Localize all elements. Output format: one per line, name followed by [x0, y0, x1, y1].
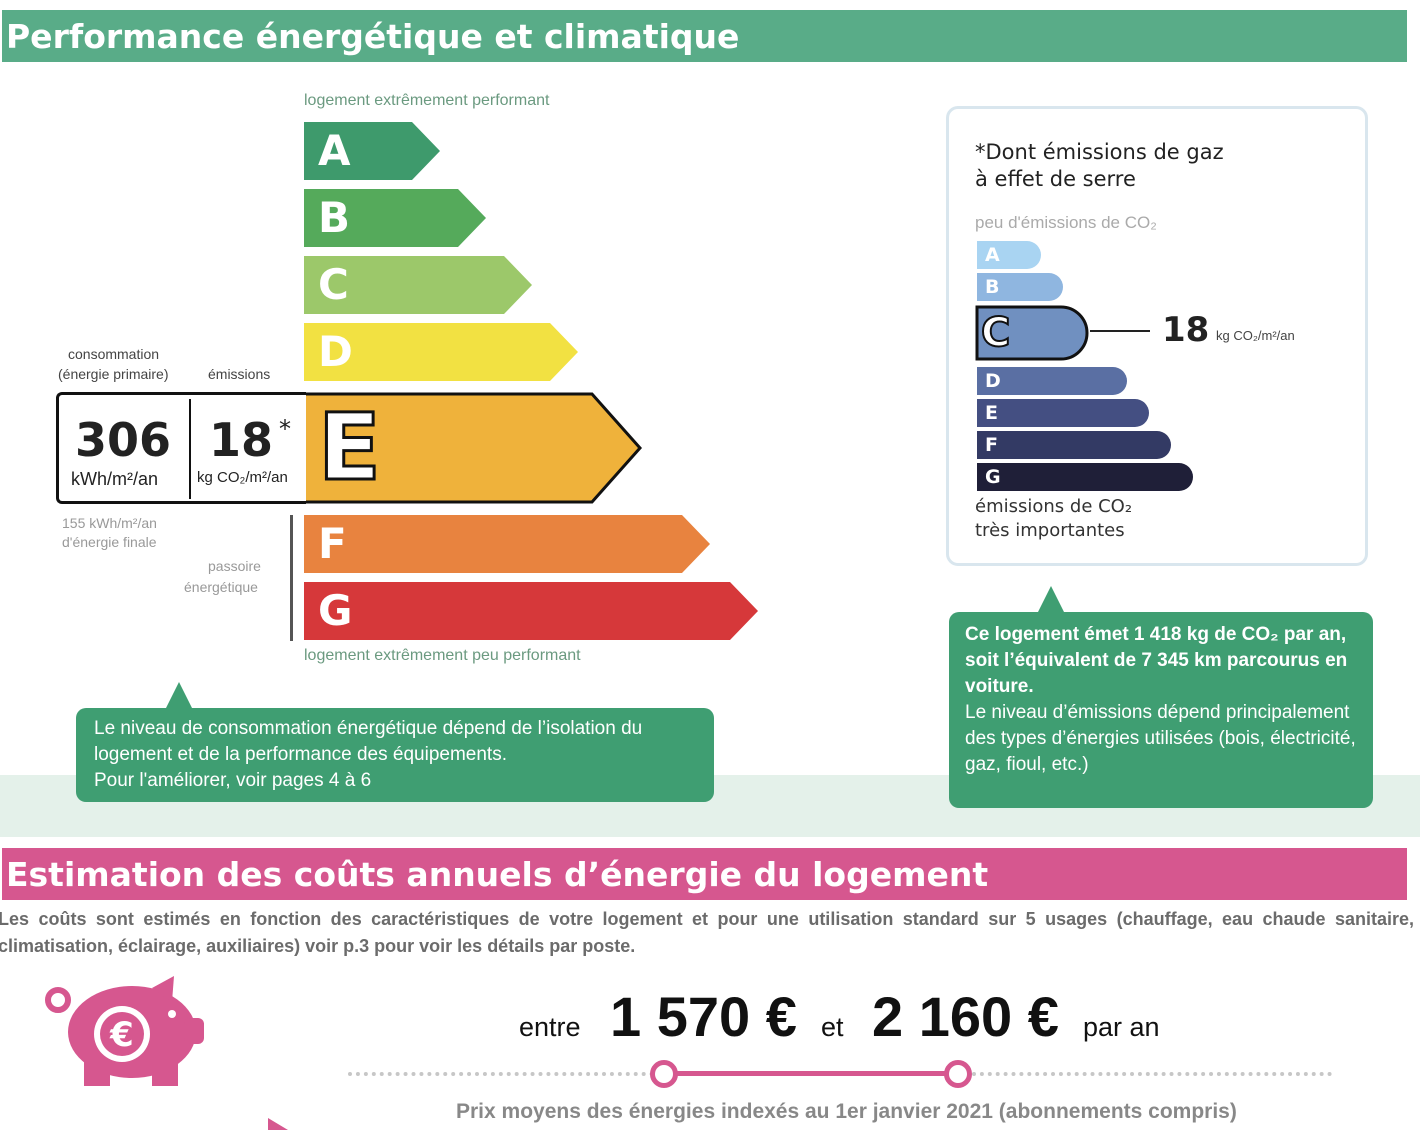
ges-bar-f: F — [977, 431, 1171, 463]
consumption-tooltip-line3: Pour l'améliorer, voir pages 4 à 6 — [94, 770, 372, 791]
consumption-label: consommation — [68, 346, 160, 362]
ges-value-leader-line — [1090, 330, 1150, 332]
dpe-top-caption: logement extrêmement performant — [304, 92, 550, 109]
consumption-tooltip: Le niveau de consommation énergétique dé… — [76, 708, 714, 802]
primary-energy-label: (énergie primaire) — [58, 366, 169, 382]
ges-title-line2: à effet de serre — [975, 167, 1136, 191]
consumption-value: 306 — [75, 413, 172, 467]
ges-bar-b: B — [977, 273, 1063, 305]
dpe-letter-c: C — [318, 260, 349, 309]
svg-text:€: € — [109, 1015, 134, 1055]
ges-bar-d: D — [977, 367, 1127, 399]
ges-bar-c-current: C — [975, 305, 1091, 365]
ges-bar-g: G — [977, 463, 1193, 495]
cost-min-value: 1 570 € — [610, 985, 797, 1048]
final-energy-value: 155 kWh/m²/an — [62, 515, 157, 531]
ges-letter-f: F — [985, 434, 998, 456]
ges-panel: *Dont émissions de gaz à effet de serre … — [946, 106, 1368, 566]
dpe-letter-f: F — [318, 519, 347, 568]
cost-scale-dots-right — [972, 1072, 1332, 1076]
emissions-tooltip-pointer — [1038, 586, 1064, 612]
dpe-letter-d: D — [318, 327, 353, 376]
dpe-bar-b: B — [304, 189, 486, 247]
pink-arrow-icon — [268, 1118, 288, 1130]
dpe-bar-e-current: E — [302, 392, 642, 504]
consumption-tooltip-line2: logement et de la performance des équipe… — [94, 744, 507, 765]
emissions-label: émissions — [208, 366, 271, 382]
final-energy-label: d'énergie finale — [62, 534, 157, 550]
emissions-unit: kg CO₂/m²/an — [197, 469, 288, 486]
ges-letter-d: D — [985, 370, 1001, 392]
dpe-letter-g: G — [318, 586, 353, 635]
cost-between-label: entre — [519, 1012, 581, 1042]
dpe-bar-f: F — [304, 515, 710, 573]
cost-and-label: et — [821, 1012, 844, 1042]
cost-scale-dots-left — [348, 1072, 654, 1076]
emissions-value: 18 — [209, 413, 274, 467]
ges-bar-a: A — [977, 241, 1041, 273]
ges-letter-g: G — [985, 466, 1001, 488]
emissions-tooltip-bold: Ce logement émet 1 418 kg de CO₂ par an,… — [965, 624, 1348, 697]
ges-bottom-line1: émissions de CO₂ — [975, 496, 1133, 517]
dpe-bar-g: G — [304, 582, 758, 640]
prices-note: Prix moyens des énergies indexés au 1er … — [456, 1100, 1237, 1123]
costs-section-title: Estimation des coûts annuels d’énergie d… — [2, 848, 1407, 900]
piggy-bank-euro-icon: € — [44, 976, 208, 1088]
ges-title-line1: *Dont émissions de gaz — [975, 140, 1224, 164]
ges-bottom-caption: émissions de CO₂ très importantes — [975, 495, 1132, 543]
emissions-tooltip-text: Le niveau d’émissions dépend principalem… — [965, 702, 1356, 775]
passoire-label-2: énergétique — [184, 579, 258, 595]
performance-section-title: Performance énergétique et climatique — [2, 10, 1407, 62]
ges-top-caption: peu d'émissions de CO₂ — [975, 213, 1157, 232]
ges-letter-a: A — [985, 244, 1000, 266]
dpe-bar-c: C — [304, 256, 532, 314]
ges-unit: kg CO₂/m²/an — [1216, 328, 1295, 343]
ges-bar-e: E — [977, 399, 1149, 431]
consumption-tooltip-pointer — [166, 682, 192, 708]
costs-description: Les coûts sont estimés en fonction des c… — [0, 909, 1414, 956]
ges-letter-e: E — [985, 402, 998, 424]
cost-per-year-label: par an — [1083, 1012, 1160, 1042]
ges-bottom-line2: très importantes — [975, 520, 1125, 541]
cost-max-marker — [944, 1060, 972, 1088]
passoire-bracket-line — [290, 515, 293, 641]
dpe-letter-a: A — [318, 126, 351, 175]
box-divider — [189, 399, 191, 499]
cost-min-marker — [650, 1060, 678, 1088]
dpe-bar-a: A — [304, 122, 440, 180]
cost-range-line — [664, 1071, 958, 1076]
cost-max-value: 2 160 € — [872, 985, 1059, 1048]
ges-value: 18 — [1162, 310, 1210, 350]
dpe-letter-e: E — [317, 394, 383, 501]
consumption-emissions-box: 306 kWh/m²/an 18 * kg CO₂/m²/an — [56, 392, 306, 504]
dpe-bar-d: D — [304, 323, 578, 381]
ges-letter-b: B — [985, 276, 1000, 298]
passoire-label-1: passoire — [208, 558, 261, 574]
dpe-letter-b: B — [318, 193, 351, 242]
emissions-tooltip: Ce logement émet 1 418 kg de CO₂ par an,… — [949, 612, 1373, 808]
consumption-unit: kWh/m²/an — [71, 469, 159, 489]
dpe-bottom-caption: logement extrêmement peu performant — [304, 647, 581, 664]
ges-letter-c: C — [980, 309, 1011, 357]
ges-title: *Dont émissions de gaz à effet de serre — [975, 139, 1224, 193]
emissions-star: * — [279, 415, 291, 443]
consumption-tooltip-line1: Le niveau de consommation énergétique dé… — [94, 718, 643, 739]
